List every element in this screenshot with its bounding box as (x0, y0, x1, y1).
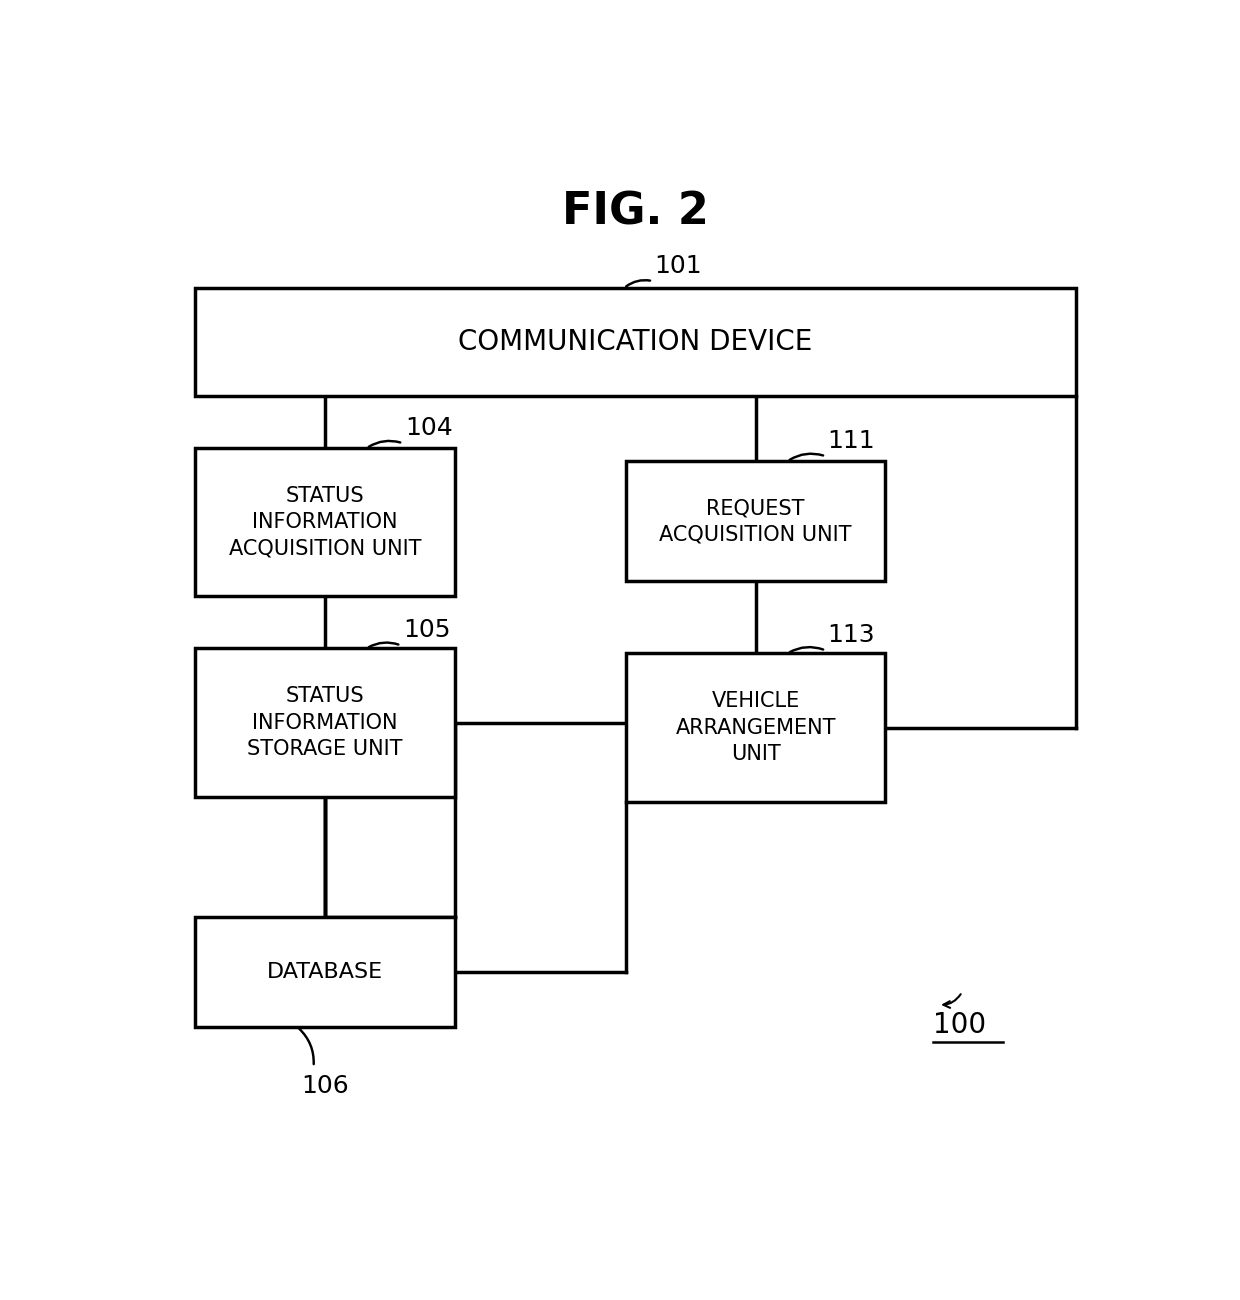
Text: COMMUNICATION DEVICE: COMMUNICATION DEVICE (459, 328, 812, 356)
FancyBboxPatch shape (626, 462, 885, 581)
Text: 105: 105 (403, 619, 450, 642)
FancyBboxPatch shape (196, 448, 455, 597)
Text: 100: 100 (934, 1011, 987, 1039)
FancyBboxPatch shape (196, 289, 1075, 396)
FancyBboxPatch shape (626, 654, 885, 802)
Text: STATUS
INFORMATION
STORAGE UNIT: STATUS INFORMATION STORAGE UNIT (247, 686, 403, 759)
Text: 106: 106 (301, 1074, 348, 1098)
Text: 111: 111 (828, 429, 875, 454)
Text: STATUS
INFORMATION
ACQUISITION UNIT: STATUS INFORMATION ACQUISITION UNIT (229, 486, 422, 559)
Text: VEHICLE
ARRANGEMENT
UNIT: VEHICLE ARRANGEMENT UNIT (676, 692, 836, 764)
Text: FIG. 2: FIG. 2 (562, 191, 709, 234)
FancyBboxPatch shape (196, 649, 455, 797)
Text: 104: 104 (404, 416, 453, 441)
Text: 113: 113 (828, 624, 875, 647)
Text: REQUEST
ACQUISITION UNIT: REQUEST ACQUISITION UNIT (660, 498, 852, 545)
Text: DATABASE: DATABASE (267, 962, 383, 982)
Text: 101: 101 (655, 254, 702, 278)
FancyBboxPatch shape (196, 916, 455, 1027)
